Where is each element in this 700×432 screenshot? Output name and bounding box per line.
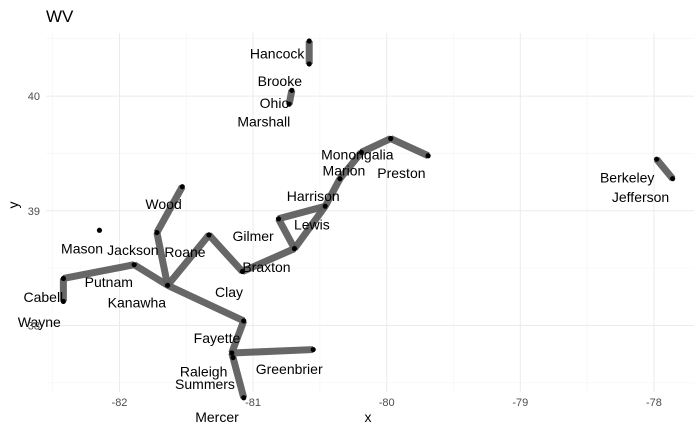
node-summers <box>230 354 236 361</box>
node-jefferson <box>670 176 676 182</box>
edge-summers-mercer <box>229 356 248 399</box>
node-mercer <box>241 395 247 401</box>
label-raleigh: Raleigh <box>180 363 227 379</box>
node-lewis <box>322 203 328 209</box>
major-gridlines <box>46 33 694 392</box>
x-tick-label: -78 <box>646 397 662 409</box>
x-tick-label: -80 <box>379 397 395 409</box>
label-lewis: Lewis <box>294 217 330 233</box>
edge-fayette-raleigh <box>228 319 248 355</box>
node-labels: Hancock Brooke Ohio Marshall MonongaliaMario… <box>18 46 669 426</box>
node-hancock <box>306 38 312 44</box>
edge-marion-harrison <box>337 150 365 181</box>
node-harrison <box>337 176 343 182</box>
node-greenbrier <box>310 346 316 353</box>
x-tick-label: -82 <box>112 397 128 409</box>
node-berkeley <box>653 156 660 162</box>
label-cabell: Cabell <box>23 289 63 305</box>
label-hancock: Hancock <box>250 46 305 62</box>
chart-title: WV <box>46 7 74 26</box>
label-berkeley: Berkeley <box>600 170 654 186</box>
label-mercer: Mercer <box>195 409 239 425</box>
y-tick-label: 39 <box>28 206 40 218</box>
minor-gridlines <box>46 33 694 392</box>
edge-preston-monongalia <box>389 135 430 159</box>
label-mason: Mason <box>61 241 103 257</box>
label-monongalia: Monongalia <box>321 147 394 163</box>
edge-jackson-kanawha <box>153 231 172 287</box>
node-clay <box>239 268 246 275</box>
node-roane <box>206 232 212 238</box>
edge-kanawha-putnam <box>132 261 170 289</box>
edge-wood-jackson <box>153 184 186 235</box>
node-cabell <box>60 275 66 282</box>
edge-braxton-clay <box>240 245 296 275</box>
label-marion: Marion <box>323 163 366 179</box>
label-ohio: Ohio <box>260 95 290 111</box>
node-preston <box>425 153 431 159</box>
label-brooke: Brooke <box>258 73 303 89</box>
node-monongalia <box>388 135 394 142</box>
node-wood <box>179 184 185 190</box>
edge-lewis-braxton <box>291 204 329 251</box>
node-mason <box>96 227 103 233</box>
label-putnam: Putnam <box>85 274 133 290</box>
label-greenbrier: Greenbrier <box>256 361 323 377</box>
node-kanawha <box>164 282 171 288</box>
x-tick-labels: -82 -81 -80 -79 -78 <box>112 397 662 409</box>
node-ohio <box>286 101 292 107</box>
label-marshall: Marshall <box>237 113 290 129</box>
label-fayette: Fayette <box>194 330 241 346</box>
label-summers: Summers <box>175 376 235 392</box>
label-braxton: Braxton <box>242 259 290 275</box>
label-clay: Clay <box>215 284 243 300</box>
x-tick-label: -79 <box>512 397 528 409</box>
edge-clay-roane <box>206 232 245 274</box>
edge-roane-kanawha <box>164 232 212 288</box>
node-jackson <box>154 229 160 236</box>
label-kanawha: Kanawha <box>108 295 167 311</box>
node-fayette <box>241 318 247 324</box>
label-wayne: Wayne <box>18 314 61 330</box>
edge-raleigh-greenbrier <box>231 346 314 357</box>
edge-gilmer-lewis <box>277 202 327 223</box>
edge-monongalia-marion <box>359 135 393 156</box>
node-raleigh <box>229 350 235 356</box>
label-wood: Wood <box>145 196 181 212</box>
node-braxton <box>291 246 298 252</box>
edge-putnam-cabell <box>62 261 135 282</box>
label-harrison: Harrison <box>287 188 340 204</box>
y-tick-label: 40 <box>28 91 40 103</box>
node-brooke <box>289 87 295 93</box>
label-gilmer: Gilmer <box>232 228 274 244</box>
edge-berkeley-jefferson <box>653 156 676 181</box>
y-tick-label: 38 <box>28 320 40 332</box>
edges <box>59 41 676 399</box>
node-wayne <box>60 298 66 304</box>
edge-gilmer-braxton <box>275 217 298 251</box>
edge-harrison-lewis <box>322 177 344 208</box>
node-marion <box>358 149 364 155</box>
x-tick-label: -81 <box>245 397 261 409</box>
nodes <box>60 38 676 401</box>
node-gilmer <box>275 216 282 222</box>
y-tick-labels: 38 39 40 <box>28 91 40 332</box>
label-jefferson: Jefferson <box>612 189 669 205</box>
node-putnam <box>131 262 137 268</box>
label-roane: Roane <box>164 244 205 260</box>
x-axis-title: x <box>365 409 372 425</box>
y-axis-title: y <box>5 202 21 209</box>
node-marshall <box>306 61 312 67</box>
label-preston: Preston <box>377 165 425 181</box>
label-jackson: Jackson <box>107 242 158 258</box>
edge-kanawha-fayette <box>166 282 246 325</box>
